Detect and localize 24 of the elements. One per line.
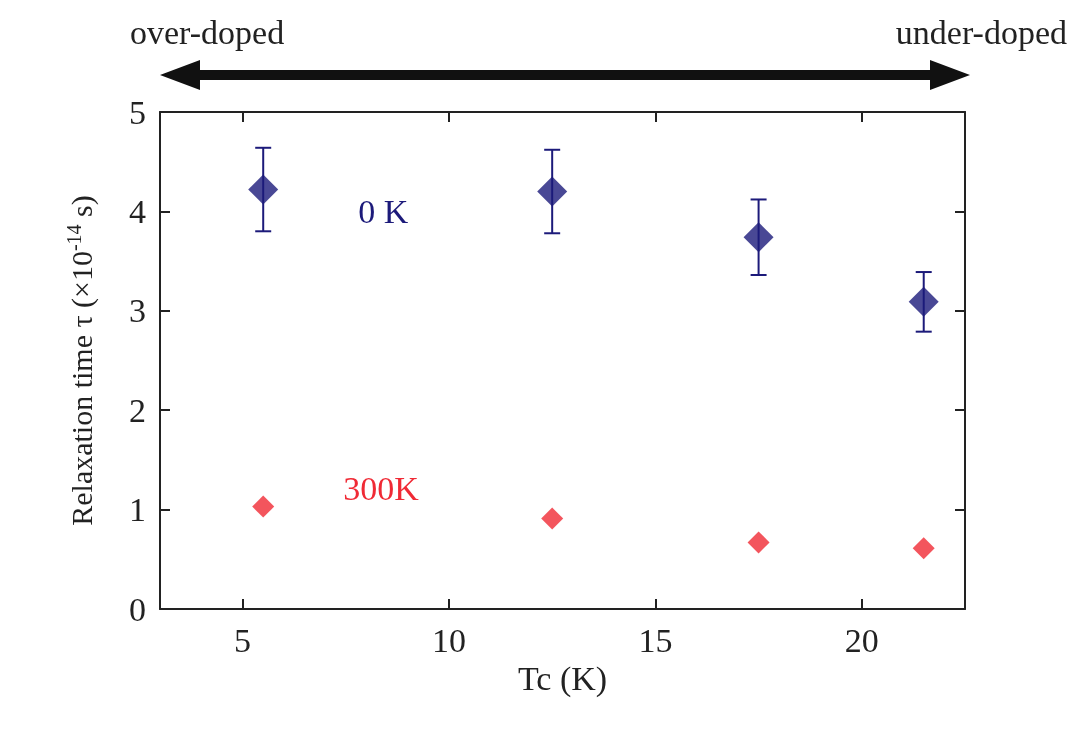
point (743, 222, 774, 253)
text: 300K (343, 470, 420, 508)
text: over-doped (130, 14, 285, 52)
y-tick-label: 4 (129, 192, 146, 230)
y-axis-title: Relaxation time τ (×10-14 s) (63, 195, 99, 526)
y-tick-label: 0 (129, 590, 146, 628)
point (537, 176, 568, 207)
point (541, 507, 564, 530)
x-tick-label: 10 (431, 621, 466, 659)
y-tick-label: 3 (129, 292, 146, 330)
text: under-doped (895, 14, 1067, 52)
y-tick-label: 2 (129, 391, 146, 429)
x-tick-label: 5 (234, 621, 252, 659)
point (747, 531, 770, 554)
x-tick-label: 20 (844, 621, 879, 659)
text: 0 K (358, 193, 409, 231)
point (252, 495, 275, 518)
x-axis-title: Tc (K) (517, 660, 608, 699)
y-tick-label: 5 (129, 93, 146, 131)
point (912, 537, 935, 560)
x-tick-label: 15 (638, 621, 673, 659)
point (248, 174, 279, 205)
y-tick-label: 1 (129, 491, 146, 529)
point (908, 286, 939, 317)
